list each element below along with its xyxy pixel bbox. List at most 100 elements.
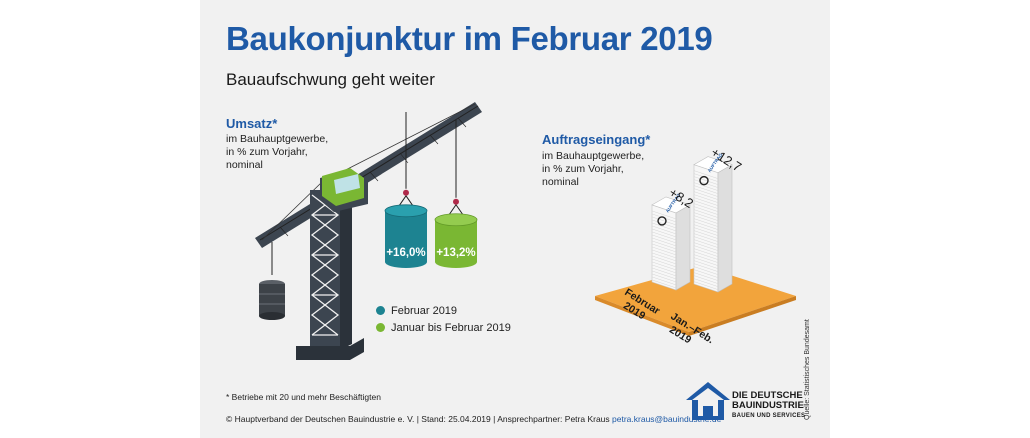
legend-item-jan-feb: Januar bis Februar 2019 xyxy=(376,319,511,336)
jan-feb-swatch xyxy=(376,323,385,332)
paper-line xyxy=(651,252,677,262)
revenue-value-label: +13,2% xyxy=(436,247,475,259)
paper-line xyxy=(693,236,719,245)
stack-top xyxy=(693,156,733,173)
paper-line xyxy=(693,176,719,185)
paper-line xyxy=(693,182,719,191)
paper-line xyxy=(693,245,719,254)
paper-line xyxy=(693,221,719,230)
paper-line xyxy=(693,185,719,194)
paper-line xyxy=(651,279,677,289)
house-logo-icon xyxy=(686,382,730,420)
paper-line xyxy=(651,243,677,253)
legend-item-february: Februar 2019 xyxy=(376,302,511,319)
february-swatch xyxy=(376,306,385,315)
footnote: * Betriebe mit 20 und mehr Beschäftigten xyxy=(226,392,381,402)
paper-line xyxy=(693,188,719,197)
orders-illustration xyxy=(595,266,796,336)
paper-line xyxy=(651,267,677,277)
paper-line xyxy=(651,264,677,274)
revenue-value-label: +16,0% xyxy=(386,247,425,259)
hook-icon xyxy=(403,189,409,196)
paper-line xyxy=(693,230,719,239)
stack-top xyxy=(651,196,691,214)
paper-line xyxy=(693,218,719,227)
paper-line xyxy=(651,225,677,235)
paper-line xyxy=(693,170,719,179)
euro-stamp-icon xyxy=(657,216,667,226)
paper-line xyxy=(693,191,719,200)
paper-line xyxy=(693,254,719,263)
page-subtitle: Bauaufschwung geht weiter xyxy=(226,70,435,89)
paper-line xyxy=(651,273,677,283)
paper-line xyxy=(651,240,677,250)
footer-text: © Hauptverband der Deutschen Bauindustri… xyxy=(226,414,613,424)
paper-line xyxy=(693,248,719,257)
paper-line xyxy=(651,261,677,271)
paper-line xyxy=(693,239,719,248)
revenue-legend: Februar 2019 Januar bis Februar 2019 xyxy=(376,302,511,336)
paper-line xyxy=(693,227,719,236)
page-title: Baukonjunktur im Februar 2019 xyxy=(226,20,713,57)
revenue-bar-0: +16,0% xyxy=(384,112,428,268)
paper-line xyxy=(651,255,677,265)
paper-line xyxy=(693,263,719,272)
orders-chart-description: im Bauhauptgewerbe, in % zum Vorjahr, no… xyxy=(542,150,645,188)
paper-line xyxy=(651,231,677,241)
paper-line xyxy=(693,200,719,209)
paper-line xyxy=(693,251,719,260)
paper-line xyxy=(693,257,719,266)
logo-line-3: BAUEN UND SERVICES xyxy=(732,413,806,419)
footer: © Hauptverband der Deutschen Bauindustri… xyxy=(226,414,721,424)
paper-line xyxy=(693,260,719,269)
paper-line xyxy=(651,210,677,220)
paper-line xyxy=(693,272,719,281)
paper-line xyxy=(651,276,677,286)
paper-line xyxy=(693,209,719,218)
paper-line xyxy=(651,234,677,244)
contact-email-link[interactable]: petra.kraus@bauindustrie.de xyxy=(612,414,722,424)
paper-line xyxy=(693,266,719,275)
crane-illustration xyxy=(255,102,482,360)
orders-chart-title: Auftragseingang* xyxy=(542,132,651,147)
paper-line xyxy=(651,249,677,259)
stack-side xyxy=(675,204,691,291)
logo-line-2: BAUINDUSTRIE xyxy=(732,400,804,411)
paper-line xyxy=(693,203,719,212)
paper-line xyxy=(693,215,719,224)
order-stack-1: AUFTRAG+12,7 xyxy=(693,144,744,293)
paper-line xyxy=(651,237,677,247)
revenue-bar-body xyxy=(385,210,427,268)
euro-stamp-icon xyxy=(699,175,709,186)
revenue-chart-description: im Bauhauptgewerbe, in % zum Vorjahr, no… xyxy=(226,133,329,171)
paper-line xyxy=(651,258,677,268)
paper-line xyxy=(651,228,677,238)
paper-line xyxy=(693,197,719,206)
order-stack-0: AUFTRAG+8,2 xyxy=(651,185,696,291)
infographic-card: Baukonjunktur im Februar 2019 Bauaufschw… xyxy=(200,0,830,438)
revenue-bars: +16,0% +13,2% xyxy=(384,112,478,268)
paper-line xyxy=(693,233,719,242)
revenue-chart-title: Umsatz* xyxy=(226,116,278,131)
logo-text: DIE DEUTSCHE BAUINDUSTRIE BAUEN UND SERV… xyxy=(732,391,805,421)
paper-line xyxy=(693,224,719,233)
legend-label-february: Februar 2019 xyxy=(391,304,458,317)
revenue-bar-top xyxy=(384,204,428,218)
paper-line xyxy=(693,278,719,287)
paper-line xyxy=(693,212,719,221)
paper-line xyxy=(693,281,719,290)
revenue-bar-1: +13,2% xyxy=(434,120,478,268)
paper-line xyxy=(651,222,677,232)
hook-icon xyxy=(453,198,459,205)
logo-line-1: DIE DEUTSCHE xyxy=(732,390,803,401)
paper-line xyxy=(693,269,719,278)
paper-line xyxy=(693,242,719,251)
paper-line xyxy=(651,270,677,280)
paper-line xyxy=(651,246,677,256)
paper-line xyxy=(693,194,719,203)
paper-line xyxy=(693,206,719,215)
legend-label-jan-feb: Januar bis Februar 2019 xyxy=(391,321,511,334)
paper-line xyxy=(651,216,677,226)
